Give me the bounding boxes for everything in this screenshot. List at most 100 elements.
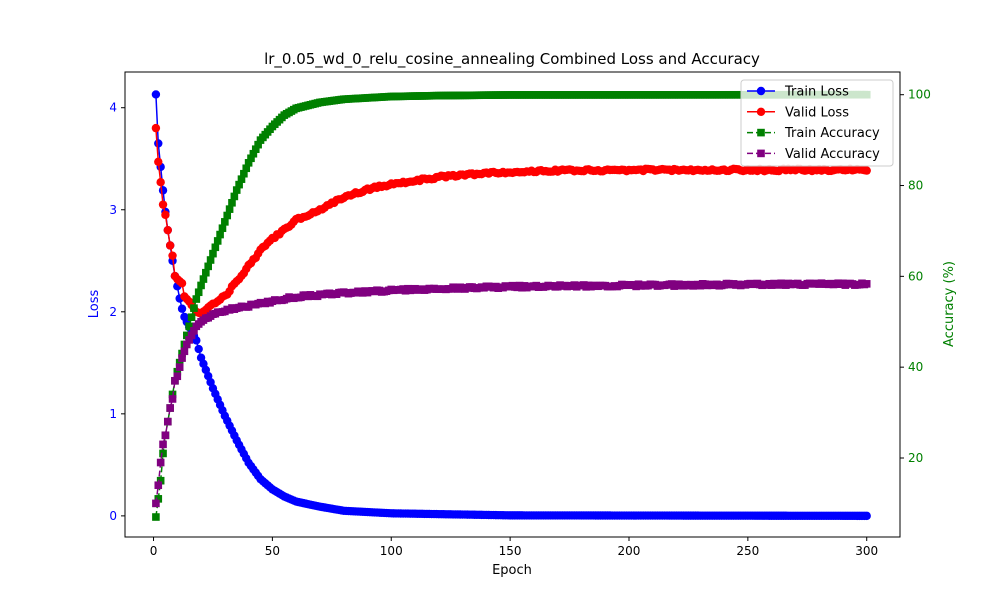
legend: Train Loss Valid Loss Train Accuracy Valid … — [740, 79, 894, 167]
data-point — [237, 175, 246, 183]
data-point — [156, 458, 165, 467]
x-axis-label: Epoch — [492, 563, 532, 578]
data-point — [187, 313, 196, 322]
legend-label: Train Loss — [784, 85, 849, 100]
left-tick-label: 2 — [109, 305, 117, 319]
x-tick-label: 250 — [736, 544, 759, 558]
chart-title: lr_0.05_wd_0_relu_cosine_annealing Combi… — [264, 50, 760, 69]
data-point — [194, 344, 203, 354]
data-point — [183, 331, 191, 340]
data-point — [244, 159, 253, 167]
legend-marker — [756, 107, 766, 117]
left-tick-label: 3 — [109, 203, 117, 217]
data-point — [225, 205, 234, 213]
legend-box — [740, 79, 894, 167]
legend-label: Train Accuracy — [784, 126, 880, 141]
data-point — [187, 331, 196, 340]
data-point — [254, 140, 262, 149]
data-point — [158, 186, 168, 195]
plot-frame — [124, 71, 901, 538]
legend-label: Valid Accuracy — [785, 147, 880, 162]
data-point — [156, 178, 165, 187]
data-point — [178, 354, 186, 362]
data-point — [168, 395, 177, 403]
data-point — [154, 139, 163, 148]
data-point — [171, 376, 179, 385]
left-tick-label: 4 — [109, 101, 117, 115]
data-point — [204, 262, 213, 271]
data-point — [159, 440, 167, 449]
left-tick-label: 0 — [109, 509, 117, 523]
data-point — [165, 241, 175, 250]
data-point — [213, 237, 222, 245]
data-point — [228, 198, 236, 207]
left-tick-label: 1 — [109, 407, 117, 421]
data-point — [163, 225, 172, 235]
data-point — [206, 256, 215, 264]
data-point — [216, 230, 224, 239]
data-point — [202, 268, 210, 277]
data-point — [247, 154, 255, 163]
data-point — [168, 251, 177, 260]
data-point — [221, 218, 229, 226]
data-point — [223, 211, 232, 220]
legend-marker — [756, 86, 766, 96]
right-tick-label: 40 — [908, 360, 923, 374]
data-point — [163, 417, 172, 426]
data-point — [199, 275, 208, 283]
data-point — [156, 476, 165, 485]
data-point — [232, 186, 241, 194]
legend-item: Train Accuracy — [747, 126, 880, 141]
plot-area — [124, 71, 901, 538]
legend-item: Train Loss — [747, 85, 849, 100]
left-axis-ticks: 0 1 2 3 4 — [109, 101, 125, 523]
data-point — [235, 180, 243, 189]
right-tick-label: 80 — [908, 179, 923, 193]
legend-label: Valid Loss — [785, 105, 849, 120]
data-point — [175, 363, 184, 371]
series-line — [155, 282, 867, 504]
data-point — [180, 347, 189, 356]
data-point — [173, 372, 182, 381]
right-axis-label: Accuracy (%) — [942, 261, 957, 347]
data-point — [862, 166, 871, 175]
data-point — [159, 449, 167, 458]
series-valid-loss — [151, 123, 871, 319]
data-point — [151, 123, 161, 133]
data-point — [209, 249, 217, 258]
data-point — [175, 358, 184, 367]
data-point — [230, 192, 239, 201]
data-point — [218, 224, 227, 233]
data-point — [862, 511, 871, 521]
data-point — [154, 481, 163, 490]
legend-marker — [757, 149, 765, 158]
data-point — [183, 340, 191, 349]
data-point — [194, 288, 203, 297]
x-tick-label: 200 — [618, 544, 641, 558]
data-point — [161, 210, 170, 220]
left-axis-label: Loss — [87, 290, 102, 319]
data-point — [154, 495, 163, 503]
x-tick-label: 150 — [499, 544, 522, 558]
data-point — [251, 145, 260, 153]
data-point — [211, 243, 220, 252]
x-tick-label: 100 — [380, 544, 403, 558]
x-tick-label: 300 — [855, 544, 878, 558]
series-valid-accuracy — [152, 279, 871, 508]
right-tick-label: 100 — [908, 88, 931, 102]
data-point — [190, 304, 198, 312]
data-point — [161, 431, 170, 440]
data-point — [185, 322, 193, 331]
series-train-loss — [151, 90, 871, 521]
data-point — [242, 164, 251, 173]
legend-item: Valid Loss — [747, 105, 849, 120]
x-tick-label: 50 — [265, 544, 280, 558]
data-point — [190, 327, 198, 335]
right-tick-label: 20 — [908, 451, 923, 465]
data-point — [249, 149, 258, 158]
right-tick-label: 60 — [908, 269, 923, 283]
x-tick-label: 0 — [150, 544, 158, 558]
x-axis-ticks: 0 50 100 150 200 250 300 — [150, 537, 878, 558]
data-point — [166, 404, 174, 412]
